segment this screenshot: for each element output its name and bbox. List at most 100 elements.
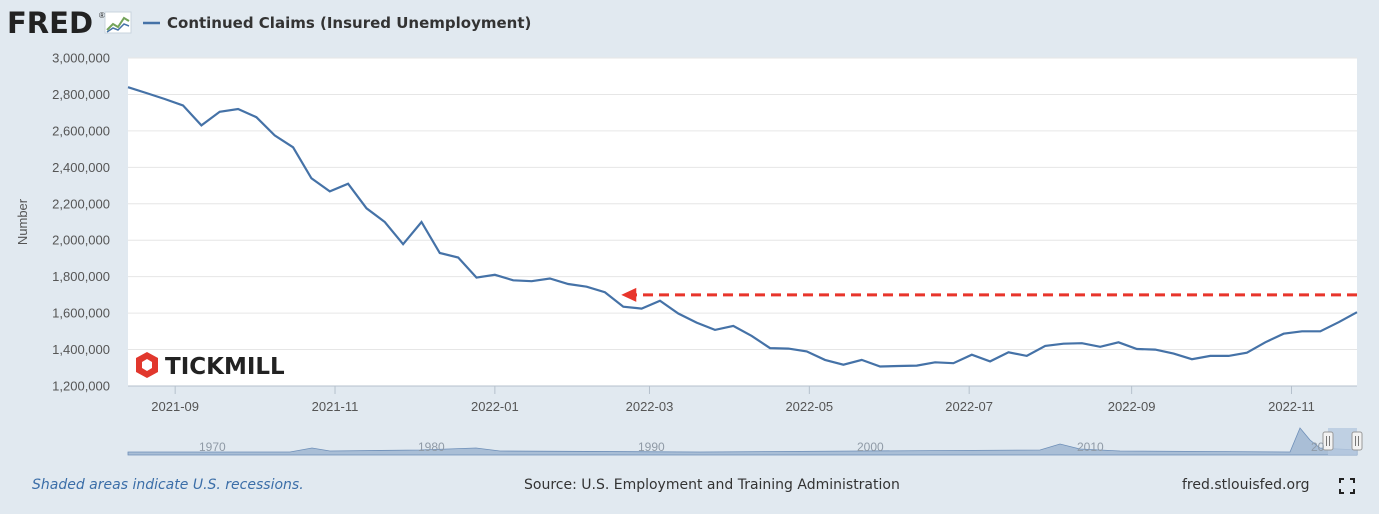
- data-point[interactable]: [602, 289, 608, 295]
- data-point[interactable]: [143, 90, 149, 96]
- data-point[interactable]: [804, 348, 810, 354]
- data-point[interactable]: [712, 327, 718, 333]
- data-point[interactable]: [675, 310, 681, 316]
- data-point[interactable]: [987, 358, 993, 364]
- data-point[interactable]: [308, 175, 314, 181]
- data-point[interactable]: [1005, 349, 1011, 355]
- data-point[interactable]: [547, 275, 553, 281]
- navigator-right-handle[interactable]: [1351, 431, 1363, 451]
- y-tick-label: 1,600,000: [52, 306, 110, 321]
- data-point[interactable]: [914, 363, 920, 369]
- data-point[interactable]: [767, 345, 773, 351]
- data-point[interactable]: [1116, 339, 1122, 345]
- data-point[interactable]: [1281, 331, 1287, 337]
- y-tick-label: 2,800,000: [52, 87, 110, 102]
- legend[interactable]: Continued Claims (Insured Unemployment): [143, 14, 531, 32]
- data-point[interactable]: [235, 106, 241, 112]
- data-point[interactable]: [639, 306, 645, 312]
- expand-icon[interactable]: [1339, 478, 1355, 494]
- gridlines: [128, 57, 1357, 387]
- data-point[interactable]: [1226, 353, 1232, 359]
- data-point[interactable]: [1189, 356, 1195, 362]
- data-point[interactable]: [198, 122, 204, 128]
- data-point[interactable]: [1299, 328, 1305, 334]
- data-point[interactable]: [730, 323, 736, 329]
- x-tick-label: 2022-11: [1268, 399, 1315, 414]
- data-point[interactable]: [345, 181, 351, 187]
- data-point[interactable]: [272, 132, 278, 138]
- data-point[interactable]: [1171, 351, 1177, 357]
- data-point[interactable]: [969, 352, 975, 358]
- site-link[interactable]: fred.stlouisfed.org: [1182, 477, 1309, 493]
- x-tick-label: 2022-05: [785, 399, 833, 414]
- fred-logo-text: FRED: [7, 6, 93, 40]
- data-point[interactable]: [1262, 339, 1268, 345]
- navigator-series-area: [127, 427, 1358, 456]
- data-point[interactable]: [529, 278, 535, 284]
- data-point[interactable]: [290, 144, 296, 150]
- data-point[interactable]: [1244, 350, 1250, 356]
- data-point[interactable]: [1336, 319, 1342, 325]
- range-navigator[interactable]: 1970 1980 1990 2000 2010 20: [127, 427, 1363, 456]
- data-point[interactable]: [840, 362, 846, 368]
- data-point[interactable]: [895, 363, 901, 369]
- data-point[interactable]: [217, 109, 223, 115]
- navigator-label-1990: 1990: [638, 440, 665, 454]
- data-point[interactable]: [1024, 353, 1030, 359]
- x-tick-label: 2021-11: [312, 399, 359, 414]
- data-point[interactable]: [418, 219, 424, 225]
- x-tick-label: 2022-03: [626, 399, 674, 414]
- data-point[interactable]: [510, 277, 516, 283]
- data-point[interactable]: [400, 241, 406, 247]
- data-point[interactable]: [474, 275, 480, 281]
- data-point[interactable]: [565, 281, 571, 287]
- series-line[interactable]: [127, 86, 1358, 368]
- x-tick-label: 2022-07: [945, 399, 993, 414]
- data-point[interactable]: [382, 219, 388, 225]
- data-point[interactable]: [657, 298, 663, 304]
- data-point[interactable]: [1079, 340, 1085, 346]
- data-point[interactable]: [1134, 346, 1140, 352]
- navigator-label-2020: 20: [1311, 440, 1325, 454]
- data-point[interactable]: [749, 333, 755, 339]
- legend-series-label: Continued Claims (Insured Unemployment): [167, 14, 531, 32]
- data-point[interactable]: [1097, 344, 1103, 350]
- y-tick-label: 2,600,000: [52, 123, 110, 138]
- data-point[interactable]: [620, 304, 626, 310]
- annotation-arrowhead: [621, 287, 637, 302]
- tickmill-brand-text: TICKMILL: [165, 354, 285, 380]
- data-point[interactable]: [950, 360, 956, 366]
- data-point[interactable]: [1061, 341, 1067, 347]
- data-point[interactable]: [437, 250, 443, 256]
- data-point[interactable]: [1207, 353, 1213, 359]
- data-point[interactable]: [1042, 343, 1048, 349]
- x-tick-label: 2022-01: [471, 399, 519, 414]
- y-axis-ticks: 1,200,000 1,400,000 1,600,000 1,800,000 2,00…: [52, 51, 110, 394]
- recession-note: Shaded areas indicate U.S. recessions.: [32, 477, 304, 493]
- data-point[interactable]: [455, 255, 461, 261]
- data-point[interactable]: [1317, 328, 1323, 334]
- data-point[interactable]: [492, 272, 498, 278]
- x-tick-label: 2021-09: [151, 399, 199, 414]
- data-point[interactable]: [327, 188, 333, 194]
- data-point[interactable]: [1354, 309, 1360, 315]
- data-point[interactable]: [785, 346, 791, 352]
- data-point[interactable]: [125, 84, 131, 90]
- fred-logo[interactable]: FRED ®: [7, 6, 132, 40]
- data-point[interactable]: [584, 284, 590, 290]
- fred-logo-chart-icon: [104, 11, 132, 34]
- data-point[interactable]: [932, 359, 938, 365]
- y-tick-label: 1,800,000: [52, 269, 110, 284]
- y-tick-label: 3,000,000: [52, 51, 110, 66]
- data-point[interactable]: [877, 364, 883, 370]
- data-point[interactable]: [1152, 347, 1158, 353]
- data-point[interactable]: [859, 357, 865, 363]
- data-point[interactable]: [253, 114, 259, 120]
- navigator-left-handle[interactable]: [1322, 431, 1334, 451]
- data-point[interactable]: [363, 205, 369, 211]
- data-point[interactable]: [180, 102, 186, 108]
- data-point[interactable]: [822, 357, 828, 363]
- y-tick-label: 1,200,000: [52, 379, 110, 394]
- data-point[interactable]: [162, 96, 168, 102]
- data-point[interactable]: [694, 320, 700, 326]
